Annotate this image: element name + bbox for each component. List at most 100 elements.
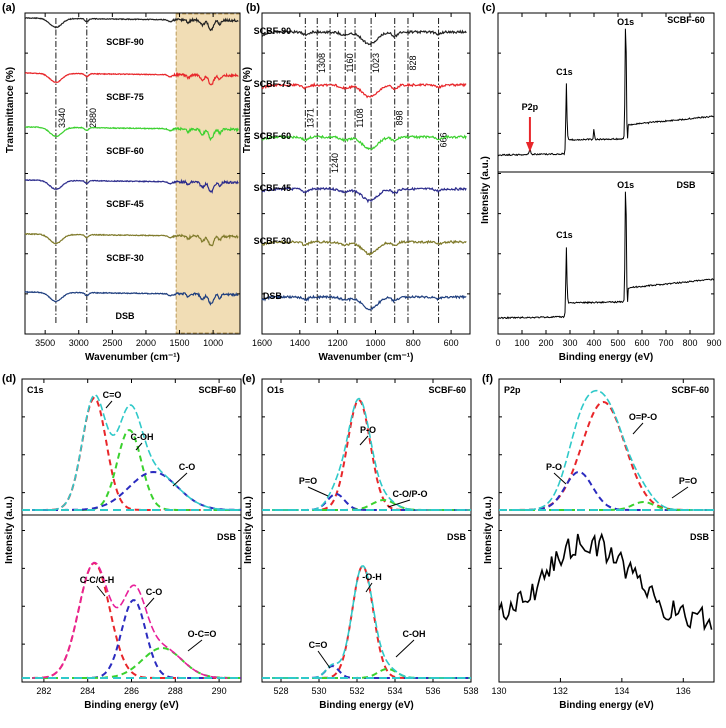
x-axis-label-d: Binding energy (eV) <box>84 700 178 711</box>
ref-label-828: 828 <box>408 55 418 70</box>
y-axis-label-f: Intensity (a.u.) <box>483 496 494 564</box>
panel-e: 528 530 532 534 536 538 (e) O1s Binding energy (… <box>242 373 479 711</box>
subplot-name-SCBF-60: SCBF-60 <box>667 15 705 25</box>
x-axis-label-f: Binding energy (eV) <box>559 700 653 711</box>
envelope-fit-DSB <box>262 565 471 679</box>
series-line-SCBF-45 <box>261 186 467 204</box>
component-label-P-O: P-O <box>360 425 376 435</box>
component-line-C-OH <box>262 667 471 679</box>
panel-d-xtick-label: 284 <box>80 686 95 696</box>
component-label-P=O: P=O <box>679 476 697 486</box>
panel-b: 1600 1400 1200 1000 800 600 1371 1308 1240 1160 11… <box>242 2 471 363</box>
ref-label-1023: 1023 <box>371 53 381 73</box>
panel-f: 130 132 134 136 (f) P2p Binding energy (eV) Int… <box>482 373 715 711</box>
panel-b-xtick-label: 800 <box>406 338 421 348</box>
panel-c-xtick-label: 600 <box>634 338 649 348</box>
series-label-SCBF-90: SCBF-90 <box>254 26 292 36</box>
panel-e-xtick-label: 528 <box>273 686 288 696</box>
subplot-name-SCBF-60: SCBF-60 <box>671 385 709 395</box>
panel-f-frame <box>498 378 715 683</box>
component-line-C-O/P-O <box>262 499 471 511</box>
x-axis-label-c: Binding energy (eV) <box>559 352 653 363</box>
component-label-C-OH: C-OH <box>131 432 154 442</box>
panel-label-d: (d) <box>2 373 16 385</box>
panel-label-a: (a) <box>2 2 16 14</box>
series-label-SCBF-75: SCBF-75 <box>106 92 144 102</box>
series-label-SCBF-45: SCBF-45 <box>106 199 144 209</box>
label-pointer <box>387 499 411 508</box>
peak-label-P2p: P2p <box>522 102 539 112</box>
subplot-name-DSB: DSB <box>676 180 696 190</box>
subplot-name-DSB: DSB <box>447 532 467 542</box>
series-line-SCBF-30 <box>24 232 239 247</box>
panel-d-xtick-label: 286 <box>124 686 139 696</box>
panel-a: 3500 3000 2500 2000 1500 1000 3340 2880 SCBF-90 S… <box>2 2 241 363</box>
envelope-fit-SCBF-60 <box>22 394 241 511</box>
label-pointer <box>135 442 143 451</box>
peak-label-O1s: O1s <box>617 17 634 27</box>
y-axis-label-b: Transmittance (%) <box>242 67 253 153</box>
component-label-P-O: P-O <box>546 462 562 472</box>
envelope-fit-SCBF-60 <box>499 389 713 511</box>
subplot-name-DSB: DSB <box>217 532 237 542</box>
panel-d: 282 284 286 288 290 (d) C1s Binding energy (eV)… <box>2 373 242 711</box>
series-label-SCBF-60: SCBF-60 <box>106 146 144 156</box>
panel-a-xtick-label: 2500 <box>102 338 122 348</box>
series-label-SCBF-60: SCBF-60 <box>254 131 292 141</box>
series-line-DSB <box>24 290 239 306</box>
peak-label-C1s: C1s <box>556 230 573 240</box>
panel-e-xtick-label: 532 <box>349 686 364 696</box>
panel-label-f: (f) <box>482 373 493 385</box>
label-pointer <box>359 435 369 446</box>
panel-a-xtick-label: 2000 <box>136 338 156 348</box>
series-line-SCBF-30 <box>261 239 467 256</box>
panel-e-xtick-label: 534 <box>387 686 402 696</box>
label-pointer <box>395 639 415 658</box>
component-label-O=P-O: O=P-O <box>629 412 657 422</box>
component-line--O-H <box>262 565 471 679</box>
series-line-SCBF-60 <box>261 134 467 151</box>
series-line-SCBF-60 <box>24 125 239 142</box>
y-axis-label-a: Transmittance (%) <box>5 67 16 153</box>
highlight-region <box>175 13 241 334</box>
panel-b-xtick-label: 1600 <box>252 338 272 348</box>
panel-c-xtick-label: 800 <box>682 338 697 348</box>
series-label-SCBF-45: SCBF-45 <box>254 183 292 193</box>
panel-c-xtick-label: 700 <box>658 338 673 348</box>
peak-label-O1s: O1s <box>617 180 634 190</box>
component-label-C-C/C-H: C-C/C-H <box>80 575 115 585</box>
component-label-C-O/P-O: C-O/P-O <box>393 489 428 499</box>
envelope-fit-DSB <box>22 561 241 679</box>
label-pointer <box>172 472 188 487</box>
series-line-SCBF-45 <box>24 178 239 194</box>
series-label-DSB: DSB <box>115 311 135 321</box>
label-pointer <box>365 582 373 593</box>
panel-c-xtick-label: 400 <box>586 338 601 348</box>
element-label-d: C1s <box>27 385 44 395</box>
panel-d-xtick-label: 282 <box>36 686 51 696</box>
component-label-O-C=O: O-C=O <box>188 629 217 639</box>
panel-c-xtick-label: 900 <box>706 338 721 348</box>
x-axis-label-a: Wavenumber (cm⁻¹) <box>85 352 180 363</box>
ref-label-2880: 2880 <box>88 108 98 128</box>
panel-c-xtick-label: 100 <box>514 338 529 348</box>
panel-d-xtick-label: 290 <box>212 686 227 696</box>
panel-b-xtick-label: 1400 <box>290 338 310 348</box>
ref-label-1308: 1308 <box>317 53 327 73</box>
survey-line-SCBF-60 <box>497 28 715 157</box>
panel-b-xtick-label: 1200 <box>328 338 348 348</box>
panel-c-xtick-label: 500 <box>610 338 625 348</box>
envelope-fit-SCBF-60 <box>262 397 471 511</box>
component-label--O-H: -O-H <box>362 572 382 582</box>
label-pointer <box>317 650 331 669</box>
label-pointer <box>632 422 644 435</box>
panel-f-xtick-label: 134 <box>614 686 629 696</box>
series-label-SCBF-75: SCBF-75 <box>254 79 292 89</box>
p2p-arrow-head <box>525 142 534 152</box>
series-label-DSB: DSB <box>263 291 283 301</box>
series-line-SCBF-75 <box>25 71 239 86</box>
component-line-C-O <box>22 599 241 679</box>
series-line-SCBF-90 <box>261 29 467 46</box>
label-pointer <box>145 597 155 608</box>
panel-a-xtick-label: 3500 <box>35 338 55 348</box>
